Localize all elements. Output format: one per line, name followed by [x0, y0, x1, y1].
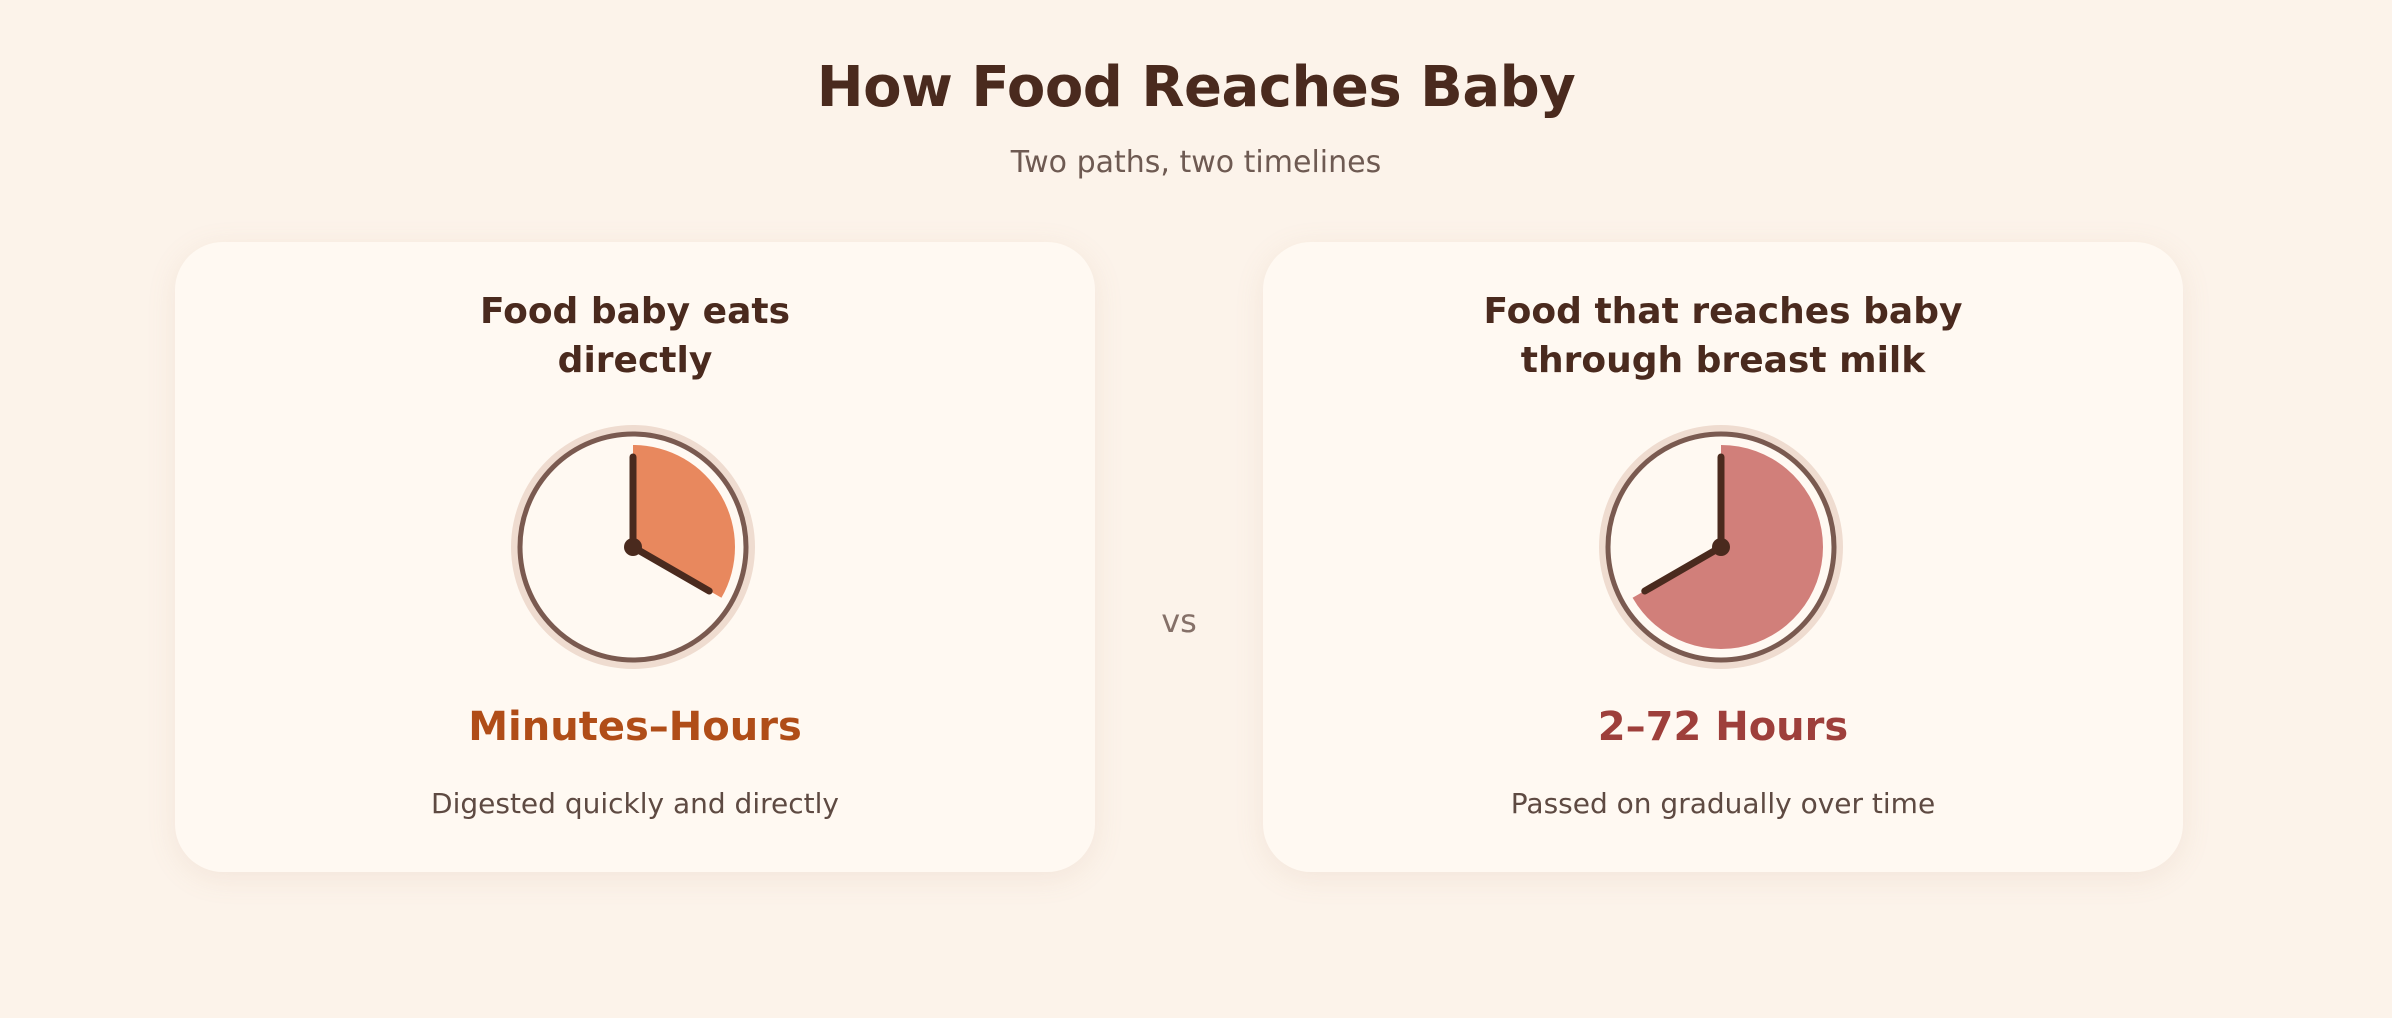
page-subtitle: Two paths, two timelines [1010, 145, 1382, 180]
card-heading-line: directly [557, 340, 713, 381]
clock-center-pin [624, 538, 642, 556]
card-heading-line: Food that reaches baby [1483, 291, 1963, 332]
card-heading: Food that reaches baby through breast mi… [1263, 287, 2183, 385]
page-title: How Food Reaches Baby [816, 55, 1576, 120]
card-direct-food: Food baby eats directly Minutes–Hours Di… [175, 242, 1095, 872]
card-description: Passed on gradually over time [1510, 787, 1936, 820]
clock-hour-hand [1641, 543, 1725, 595]
card-heading-line: through breast milk [1520, 340, 1926, 381]
clock-hour-hand [629, 543, 713, 595]
card-heading-line: Food baby eats [479, 291, 791, 332]
clock-icon [1599, 425, 1843, 669]
clock-center-pin [1712, 538, 1730, 556]
time-range-value: Minutes–Hours [468, 704, 802, 750]
card-description: Digested quickly and directly [431, 787, 839, 820]
card-heading: Food baby eats directly [175, 287, 1095, 385]
vs-label: vs [1161, 602, 1197, 640]
time-range-value: 2–72 Hours [1597, 704, 1849, 750]
clock-icon [511, 425, 755, 669]
card-breast-milk: Food that reaches baby through breast mi… [1263, 242, 2183, 872]
